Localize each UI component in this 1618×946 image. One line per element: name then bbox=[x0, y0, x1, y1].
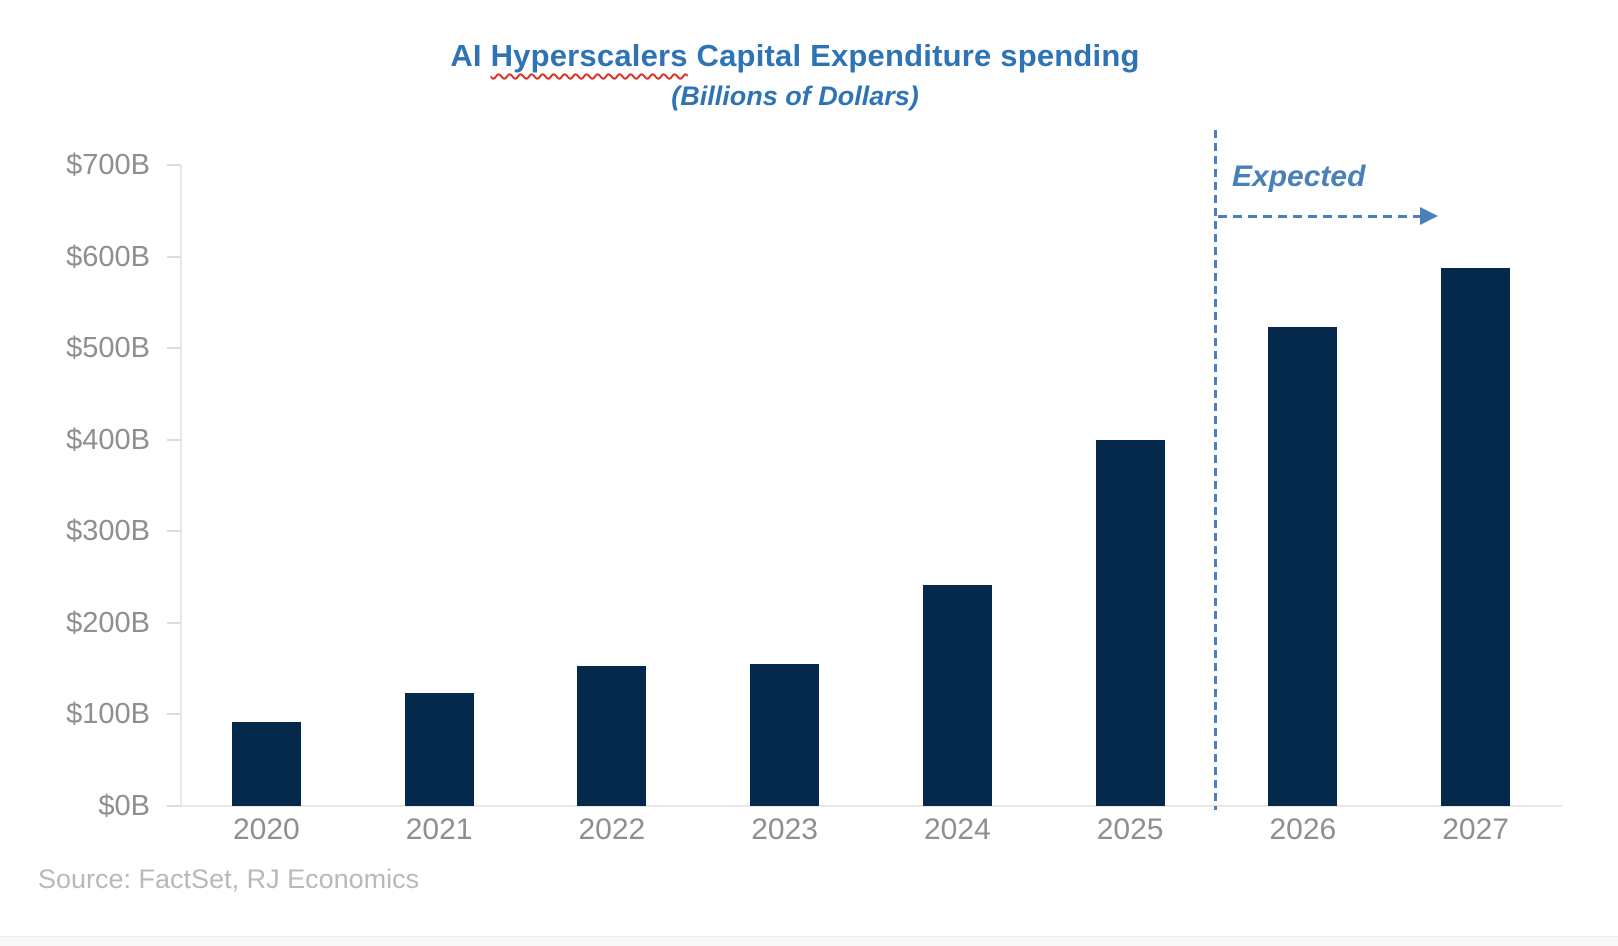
y-axis-tick-mark bbox=[167, 621, 181, 624]
y-axis-label: $200B bbox=[66, 606, 150, 639]
y-axis-tick-mark bbox=[167, 438, 181, 441]
title-prefix: AI bbox=[450, 38, 491, 73]
x-axis-line bbox=[180, 805, 1562, 807]
x-axis-label: 2024 bbox=[924, 813, 991, 846]
x-axis-label: 2025 bbox=[1096, 813, 1164, 846]
bar-2020 bbox=[231, 721, 301, 806]
misspelled-word-spellcheck: Hyperscalers bbox=[490, 38, 688, 73]
bar-2025 bbox=[1095, 439, 1165, 806]
forecast-divider-line bbox=[1214, 130, 1217, 810]
y-axis-label: $500B bbox=[66, 332, 150, 365]
y-axis-label: $100B bbox=[66, 698, 150, 731]
y-axis-label: $400B bbox=[66, 423, 150, 456]
bar-2027 bbox=[1441, 267, 1511, 806]
x-axis-label: 2022 bbox=[578, 813, 646, 846]
x-axis-label: 2020 bbox=[233, 813, 300, 846]
title-block: AI Hyperscalers Capital Expenditure spen… bbox=[0, 38, 1590, 112]
dashed-arrow-line-icon bbox=[1218, 215, 1422, 218]
x-axis-label: 2026 bbox=[1269, 813, 1337, 846]
page-title: AI Hyperscalers Capital Expenditure spen… bbox=[0, 38, 1590, 74]
bar-2023 bbox=[750, 664, 820, 806]
source-note: Source: FactSet, RJ Economics bbox=[38, 864, 420, 894]
expected-label: Expected bbox=[1232, 160, 1366, 193]
y-axis-label: $600B bbox=[66, 240, 150, 273]
footer-strip bbox=[0, 936, 1618, 946]
x-axis-label: 2027 bbox=[1442, 813, 1509, 846]
y-axis-tick-mark bbox=[167, 530, 181, 533]
x-axis-label: 2021 bbox=[405, 813, 473, 846]
y-axis-tick-mark bbox=[167, 255, 181, 258]
bar-2022 bbox=[577, 665, 647, 806]
y-axis-tick-mark bbox=[167, 164, 181, 166]
bar-2021 bbox=[404, 693, 474, 806]
x-axis-label: 2023 bbox=[751, 813, 818, 846]
page-subtitle: (Billions of Dollars) bbox=[671, 81, 919, 111]
title-suffix: Capital Expenditure spending bbox=[687, 38, 1140, 73]
y-axis-label: $700B bbox=[66, 149, 150, 181]
bar-2026 bbox=[1268, 327, 1338, 806]
y-axis-tick-mark bbox=[167, 805, 181, 807]
y-axis-tick-mark bbox=[167, 347, 181, 350]
y-axis-label: $0B bbox=[98, 790, 150, 822]
y-axis-line bbox=[180, 165, 182, 806]
bar-2024 bbox=[922, 585, 992, 806]
y-axis-tick-mark bbox=[167, 713, 181, 716]
dashed-arrow-head-icon bbox=[1420, 207, 1438, 225]
y-axis-label: $300B bbox=[66, 515, 150, 548]
